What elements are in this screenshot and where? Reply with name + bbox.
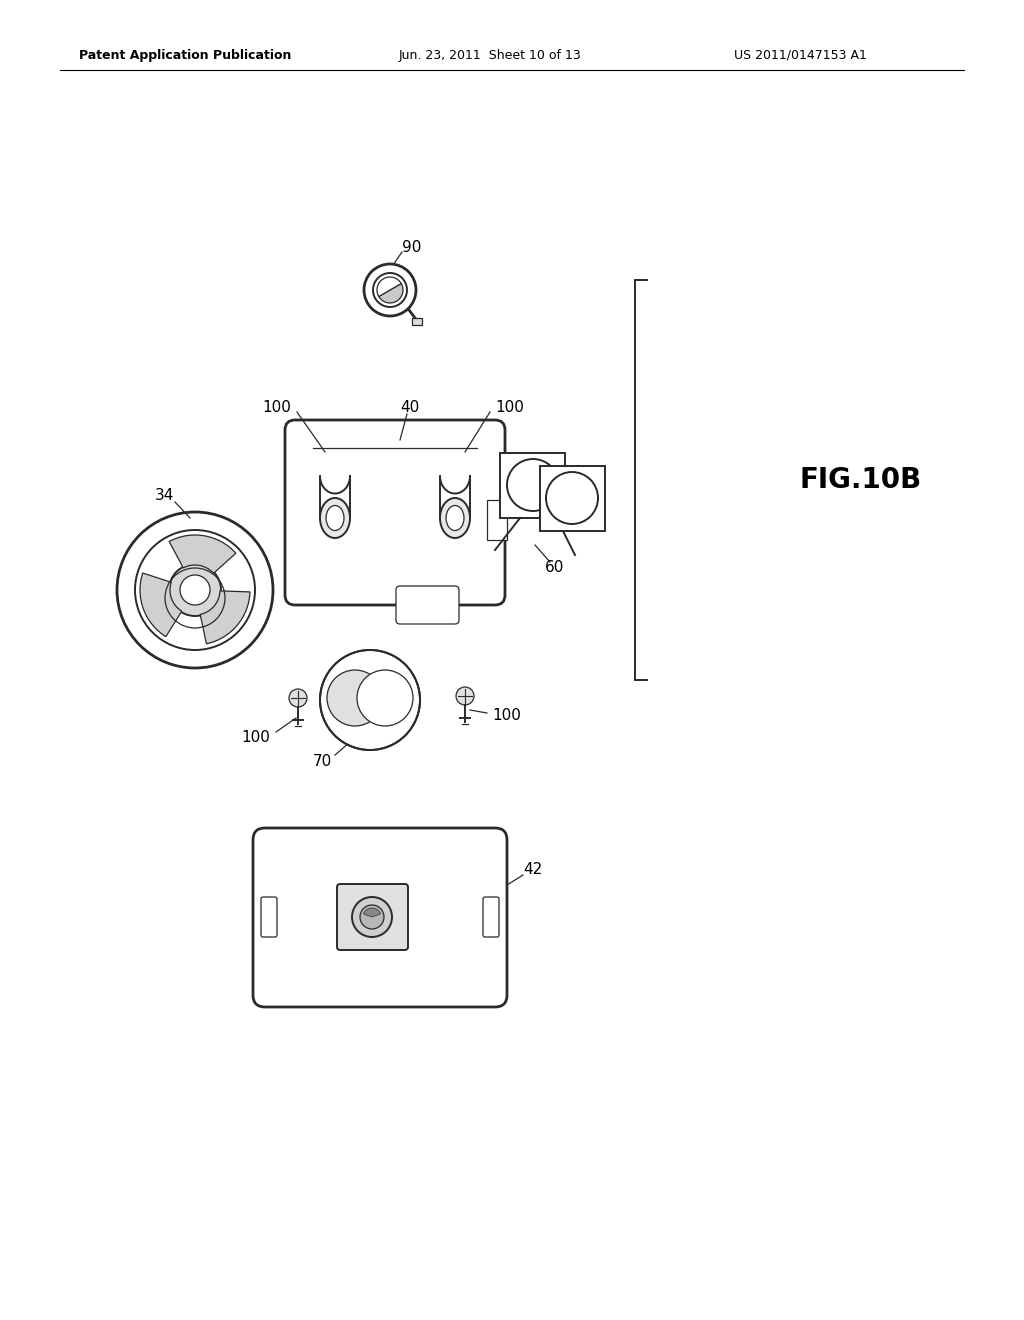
Circle shape xyxy=(352,898,392,937)
Text: 100: 100 xyxy=(496,400,524,416)
Circle shape xyxy=(319,649,420,750)
Bar xyxy=(540,466,605,531)
Circle shape xyxy=(180,576,210,605)
Text: 100: 100 xyxy=(242,730,270,746)
Text: Patent Application Publication: Patent Application Publication xyxy=(79,49,291,62)
Circle shape xyxy=(135,531,255,649)
FancyBboxPatch shape xyxy=(261,898,278,937)
Wedge shape xyxy=(169,535,236,573)
Circle shape xyxy=(169,564,221,616)
Ellipse shape xyxy=(446,506,464,531)
Text: 34: 34 xyxy=(156,487,175,503)
FancyBboxPatch shape xyxy=(396,586,459,624)
Text: Jun. 23, 2011  Sheet 10 of 13: Jun. 23, 2011 Sheet 10 of 13 xyxy=(398,49,582,62)
FancyBboxPatch shape xyxy=(483,898,499,937)
Ellipse shape xyxy=(440,498,470,539)
Ellipse shape xyxy=(319,498,350,539)
Text: 42: 42 xyxy=(523,862,543,878)
Circle shape xyxy=(357,671,413,726)
Circle shape xyxy=(456,686,474,705)
Text: FIG.10B: FIG.10B xyxy=(800,466,923,494)
Text: 90: 90 xyxy=(402,240,422,256)
Circle shape xyxy=(373,273,407,308)
Text: 60: 60 xyxy=(546,561,564,576)
Text: 100: 100 xyxy=(262,400,292,416)
Text: 40: 40 xyxy=(400,400,420,416)
Circle shape xyxy=(364,264,416,315)
Text: 70: 70 xyxy=(312,755,332,770)
Wedge shape xyxy=(140,573,181,636)
Wedge shape xyxy=(377,277,401,297)
Circle shape xyxy=(289,689,307,708)
FancyBboxPatch shape xyxy=(337,884,408,950)
Wedge shape xyxy=(201,591,250,644)
Text: 100: 100 xyxy=(493,709,521,723)
FancyBboxPatch shape xyxy=(412,318,422,325)
Circle shape xyxy=(327,671,383,726)
Bar xyxy=(487,500,507,540)
Wedge shape xyxy=(364,908,381,917)
FancyBboxPatch shape xyxy=(253,828,507,1007)
Circle shape xyxy=(360,906,384,929)
FancyBboxPatch shape xyxy=(285,420,505,605)
Ellipse shape xyxy=(326,506,344,531)
Wedge shape xyxy=(379,284,403,304)
Circle shape xyxy=(117,512,273,668)
Text: US 2011/0147153 A1: US 2011/0147153 A1 xyxy=(733,49,866,62)
Bar xyxy=(500,453,565,517)
